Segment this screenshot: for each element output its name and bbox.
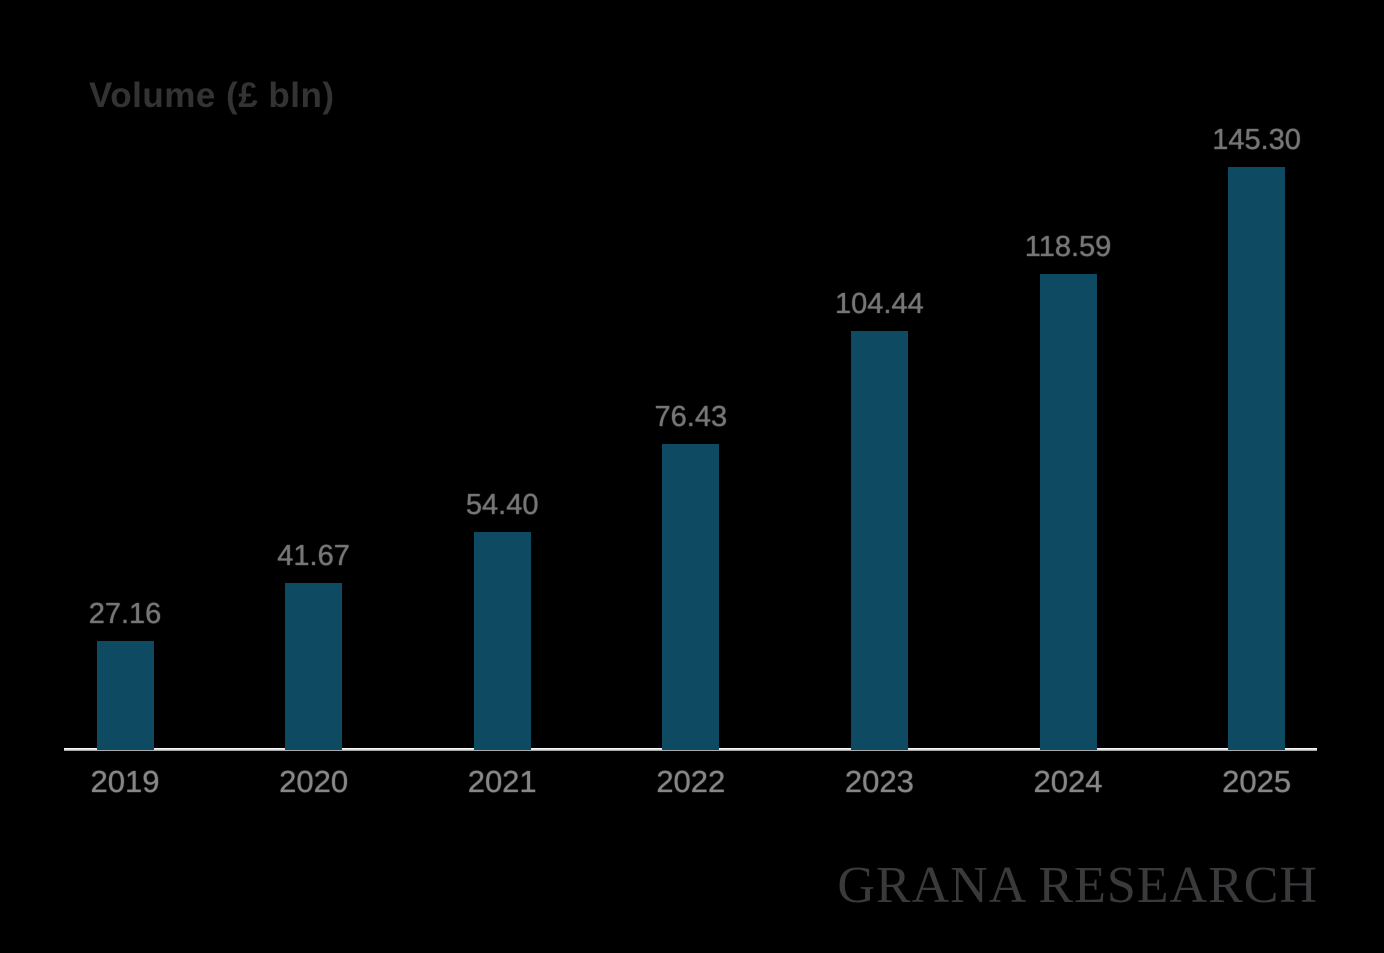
x-axis-label-2019: 2019 [90,764,160,799]
watermark-text: GRANA RESEARCH [837,857,1318,914]
bar-value-label-2020: 41.67 [277,540,350,572]
x-axis-label-2023: 2023 [844,764,914,799]
bar-2020 [285,583,343,750]
bar-2024 [1039,274,1097,750]
bar-value-label-2025: 145.30 [1212,124,1301,156]
bar-2021 [473,532,531,750]
bar-2023 [850,331,908,750]
chart-title: Volume (£ bln) [89,76,335,115]
bar-value-label-2023: 104.44 [835,288,924,320]
bar-2025 [1228,167,1286,750]
bar-2019 [96,641,154,750]
x-axis-label-2025: 2025 [1222,764,1292,799]
bar-value-label-2019: 27.16 [88,598,162,630]
bar-value-label-2024: 118.59 [1024,231,1112,263]
x-axis-label-2022: 2022 [656,764,726,799]
x-axis-label-2024: 2024 [1033,764,1103,799]
bar-value-label-2021: 54.40 [465,489,539,521]
x-axis-label-2021: 2021 [467,764,537,799]
bar-value-label-2022: 76.43 [654,401,728,433]
x-axis-label-2020: 2020 [279,764,349,799]
bar-2022 [662,444,720,750]
